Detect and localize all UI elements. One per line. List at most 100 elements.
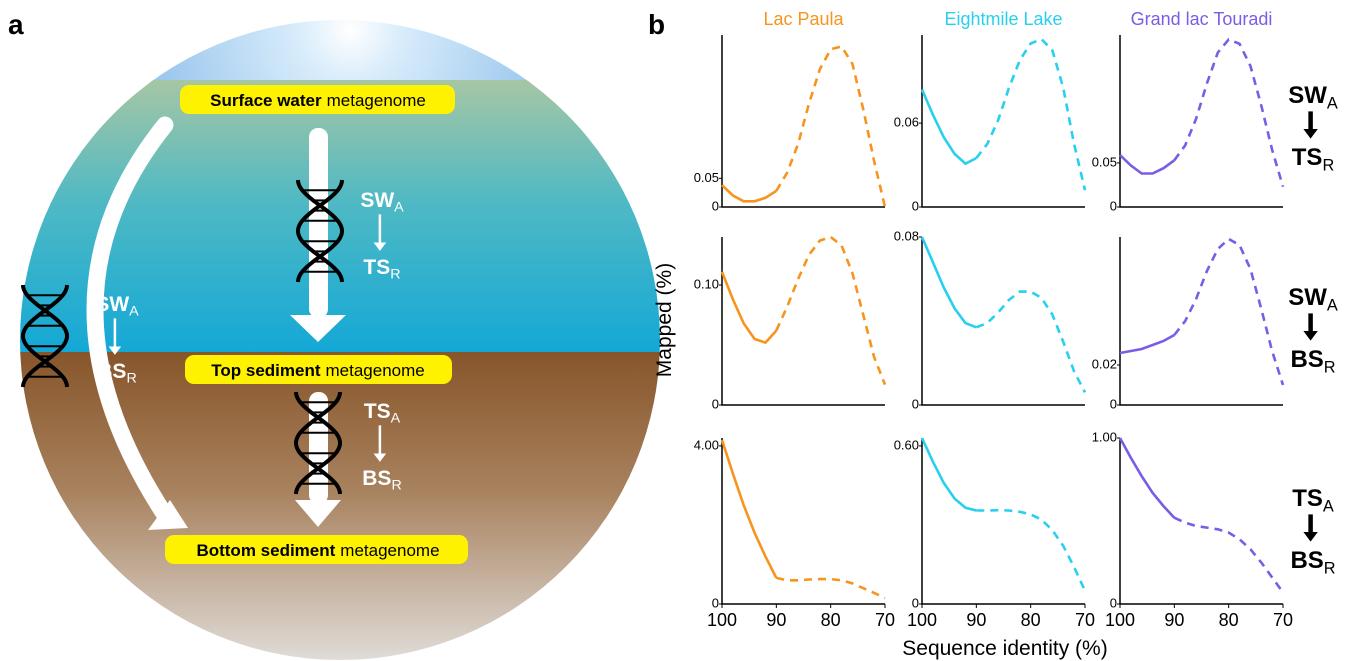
x-tick-label: 70 — [1075, 610, 1095, 630]
transfer-to: TSR — [363, 256, 400, 283]
arrow-head — [290, 315, 346, 342]
transfer-to-sub: R — [1324, 358, 1336, 376]
transfer-from-sub: A — [1323, 497, 1334, 515]
curved-arrow — [86, 116, 174, 524]
dna-strand — [296, 179, 345, 283]
dna-helix — [295, 179, 345, 283]
node-box — [180, 85, 455, 114]
transfer-to-name: BS — [97, 360, 126, 383]
column-title: Lac Paula — [763, 9, 844, 29]
dna-helix — [20, 284, 70, 388]
axes — [1119, 438, 1283, 605]
x-tick-label: 90 — [1164, 610, 1184, 630]
axes — [1119, 237, 1283, 406]
transfer-to-name: TS — [1292, 144, 1323, 171]
transfer-to-sub: R — [1324, 559, 1336, 577]
transfer-from-name: TS — [364, 400, 391, 423]
transfer-from-name: SW — [1288, 284, 1327, 311]
x-tick-label: 90 — [966, 610, 986, 630]
curve-dashed — [975, 290, 1087, 393]
y-axis-label: Mapped (%) — [653, 263, 676, 377]
curve-dashed — [976, 508, 1087, 592]
curve-dashed — [775, 235, 887, 386]
node-label: Surface water metagenome — [210, 91, 426, 110]
axes — [921, 237, 1085, 406]
column-title: Eightmile Lake — [944, 9, 1062, 29]
transfer-arrow-head — [1303, 331, 1318, 341]
transfer-arrow-head — [1303, 532, 1318, 542]
transfer-from: SWA — [95, 293, 139, 320]
curve-solid — [1118, 437, 1176, 519]
y-tick-label: 0.10 — [694, 276, 719, 291]
transfer-from: SWA — [1288, 284, 1338, 314]
y-tick-label: 0 — [712, 198, 719, 213]
curve-solid — [721, 184, 777, 203]
arrow-shaft — [309, 128, 328, 318]
dna-strand — [295, 179, 344, 283]
transfer-from-sub: A — [391, 411, 401, 427]
x-tick-label: 100 — [707, 610, 737, 630]
curve-solid — [1119, 154, 1176, 175]
y-tick-label: 0.05 — [1092, 154, 1117, 169]
node-bold: Top sediment — [211, 361, 321, 380]
panel-label: b — [648, 9, 665, 40]
transfer-to-name: BS — [362, 467, 391, 490]
x-tick-label: 90 — [766, 610, 786, 630]
curve-dashed — [776, 576, 886, 600]
curve-dashed — [1173, 516, 1285, 594]
transfer-from: SWA — [360, 189, 404, 216]
node-label: Top sediment metagenome — [211, 361, 424, 380]
dna-helix — [293, 391, 343, 495]
transfer-to-name: BS — [1290, 547, 1323, 574]
node-box — [165, 535, 468, 564]
y-tick-label: 0 — [1110, 198, 1117, 213]
panel-label: a — [8, 9, 24, 40]
transfer-from-sub: A — [394, 200, 404, 216]
y-tick-label: 4.00 — [694, 437, 719, 452]
water — [20, 80, 660, 353]
transfer-arrow-head — [108, 346, 122, 355]
transfer-from-sub: A — [1327, 296, 1338, 314]
x-tick-label: 70 — [875, 610, 895, 630]
curve-solid — [920, 236, 977, 329]
transfer-from-sub: A — [129, 304, 139, 320]
y-tick-label: 0.02 — [1092, 356, 1117, 371]
axes — [921, 438, 1085, 605]
transfer-from-name: TS — [1292, 485, 1323, 512]
transfer-from-name: SW — [95, 293, 129, 316]
node-box — [185, 355, 452, 384]
curve-solid — [720, 439, 778, 579]
transfer-to-sub: R — [126, 371, 136, 387]
curve-solid — [920, 88, 977, 166]
dna-strand — [294, 391, 343, 495]
axes — [921, 35, 1085, 208]
y-tick-label: 1.00 — [1092, 429, 1117, 444]
y-tick-label: 0 — [912, 595, 919, 610]
curve-dashed — [975, 37, 1087, 191]
column-title: Grand lac Touradi — [1131, 9, 1273, 29]
node-rest: metagenome — [327, 91, 426, 110]
y-tick-label: 0 — [912, 198, 919, 213]
x-tick-label: 80 — [1219, 610, 1239, 630]
curve-dashed — [775, 45, 887, 208]
y-tick-label: 0.60 — [894, 437, 919, 452]
curve-solid — [920, 437, 977, 512]
transfer-to: BSR — [362, 467, 402, 494]
curve-dashed — [1173, 237, 1285, 386]
y-tick-label: 0.08 — [894, 228, 919, 243]
y-tick-label: 0 — [712, 595, 719, 610]
y-tick-label: 0.06 — [894, 115, 919, 130]
y-tick-label: 0 — [712, 396, 719, 411]
transfer-to: BSR — [1290, 547, 1335, 577]
x-tick-label: 80 — [821, 610, 841, 630]
node-rest: metagenome — [326, 361, 425, 380]
transfer-to-name: TS — [363, 256, 390, 279]
transfer-to-sub: R — [391, 478, 401, 494]
dna-strand — [20, 284, 69, 388]
transfer-to-sub: R — [1322, 156, 1334, 174]
transfer-to: TSR — [1292, 144, 1335, 174]
transfer-to-name: BS — [1290, 346, 1323, 373]
transfer-arrow-head — [373, 453, 387, 462]
transfer-arrow-head — [373, 242, 387, 251]
